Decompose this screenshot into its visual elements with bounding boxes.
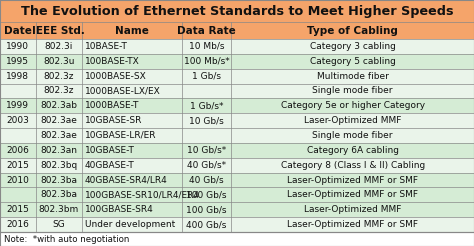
Text: 1990: 1990 (6, 42, 29, 51)
Text: 802.3ae: 802.3ae (40, 116, 77, 125)
Text: 400 Gb/s: 400 Gb/s (186, 220, 227, 229)
Bar (0, 84, 474, 98)
Text: 1999: 1999 (6, 101, 29, 110)
Text: 1000BASE-T: 1000BASE-T (85, 101, 139, 110)
Text: Single mode fiber: Single mode fiber (312, 86, 393, 95)
Text: SG: SG (53, 220, 65, 229)
Text: 1 Gb/s*: 1 Gb/s* (190, 101, 223, 110)
Text: 2015: 2015 (6, 205, 29, 214)
Text: Category 5e or higher Category: Category 5e or higher Category (281, 101, 425, 110)
Text: The Evolution of Ethernet Standards to Meet Higher Speeds: The Evolution of Ethernet Standards to M… (21, 4, 453, 17)
Text: 100 Gb/s: 100 Gb/s (186, 205, 227, 214)
Text: 802.3u: 802.3u (43, 57, 74, 66)
Text: 802.3i: 802.3i (45, 42, 73, 51)
Text: Single mode fiber: Single mode fiber (312, 131, 393, 140)
Text: 1000BASE-SX: 1000BASE-SX (85, 72, 146, 81)
Text: Category 5 cabling: Category 5 cabling (310, 57, 396, 66)
Text: 1000BASE-LX/EX: 1000BASE-LX/EX (85, 86, 161, 95)
Bar (0, 158, 474, 173)
Text: 40GBASE-T: 40GBASE-T (85, 161, 135, 170)
Bar (0, 143, 474, 158)
Text: 10 Gb/s: 10 Gb/s (189, 116, 224, 125)
Text: Laser-Optimized MMF or SMF: Laser-Optimized MMF or SMF (287, 190, 418, 200)
Text: 802.3bq: 802.3bq (40, 161, 77, 170)
Text: 802.3ba: 802.3ba (40, 176, 77, 184)
Bar (0, 128, 474, 143)
Text: 10GBASE-T: 10GBASE-T (85, 146, 135, 155)
Text: 10 Gb/s*: 10 Gb/s* (187, 146, 226, 155)
Text: Laser-Optimized MMF or SMF: Laser-Optimized MMF or SMF (287, 220, 418, 229)
Bar (0, 39, 474, 54)
Text: 802.3an: 802.3an (40, 146, 77, 155)
Text: IEEE Std.: IEEE Std. (32, 26, 85, 35)
Text: Multimode fiber: Multimode fiber (317, 72, 389, 81)
Text: Date: Date (4, 26, 32, 35)
Text: 802.3z: 802.3z (44, 72, 74, 81)
Bar (0, 54, 474, 69)
Bar (0, 202, 474, 217)
Text: 2015: 2015 (6, 161, 29, 170)
Bar (0, 0, 474, 22)
Text: 10GBASE-SR: 10GBASE-SR (85, 116, 142, 125)
Text: 802.3z: 802.3z (44, 86, 74, 95)
Text: 2003: 2003 (6, 116, 29, 125)
Text: 100 Mb/s*: 100 Mb/s* (183, 57, 229, 66)
Text: 1995: 1995 (6, 57, 29, 66)
Text: Note:  *with auto negotiation: Note: *with auto negotiation (4, 234, 129, 244)
Bar (0, 173, 474, 187)
Text: 40 Gb/s: 40 Gb/s (189, 176, 224, 184)
Text: Laser-Optimized MMF: Laser-Optimized MMF (304, 116, 401, 125)
Text: 802.3ba: 802.3ba (40, 190, 77, 200)
Text: 100GBASE-SR4: 100GBASE-SR4 (85, 205, 154, 214)
Text: 2016: 2016 (6, 220, 29, 229)
Bar (0, 232, 474, 246)
Text: 40 Gb/s*: 40 Gb/s* (187, 161, 226, 170)
Text: Data Rate: Data Rate (177, 26, 236, 35)
Text: Laser-Optimized MMF: Laser-Optimized MMF (304, 205, 401, 214)
Text: 802.3bm: 802.3bm (39, 205, 79, 214)
Bar (0, 217, 474, 232)
Text: 2010: 2010 (6, 176, 29, 184)
Text: Category 3 cabling: Category 3 cabling (310, 42, 396, 51)
Text: 10BASE-T: 10BASE-T (85, 42, 128, 51)
Text: Laser-Optimized MMF or SMF: Laser-Optimized MMF or SMF (287, 176, 418, 184)
Text: 100BASE-TX: 100BASE-TX (85, 57, 140, 66)
Text: 100 Gb/s: 100 Gb/s (186, 190, 227, 200)
Text: 802.3ae: 802.3ae (40, 131, 77, 140)
Text: Under development: Under development (85, 220, 175, 229)
Text: Type of Cabling: Type of Cabling (307, 26, 398, 35)
Text: 1 Gb/s: 1 Gb/s (192, 72, 221, 81)
Bar (0, 113, 474, 128)
Text: 40GBASE-SR4/LR4: 40GBASE-SR4/LR4 (85, 176, 168, 184)
Text: 1998: 1998 (6, 72, 29, 81)
Text: Category 6A cabling: Category 6A cabling (307, 146, 399, 155)
Text: 2006: 2006 (6, 146, 29, 155)
Bar (0, 22, 474, 39)
Bar (0, 69, 474, 84)
Text: 10GBASE-LR/ER: 10GBASE-LR/ER (85, 131, 156, 140)
Text: Category 8 (Class I & II) Cabling: Category 8 (Class I & II) Cabling (281, 161, 425, 170)
Text: 802.3ab: 802.3ab (40, 101, 77, 110)
Bar (0, 187, 474, 202)
Text: Name: Name (115, 26, 149, 35)
Bar (0, 98, 474, 113)
Text: 100GBASE-SR10/LR4/ER4: 100GBASE-SR10/LR4/ER4 (85, 190, 200, 200)
Text: 10 Mb/s: 10 Mb/s (189, 42, 224, 51)
